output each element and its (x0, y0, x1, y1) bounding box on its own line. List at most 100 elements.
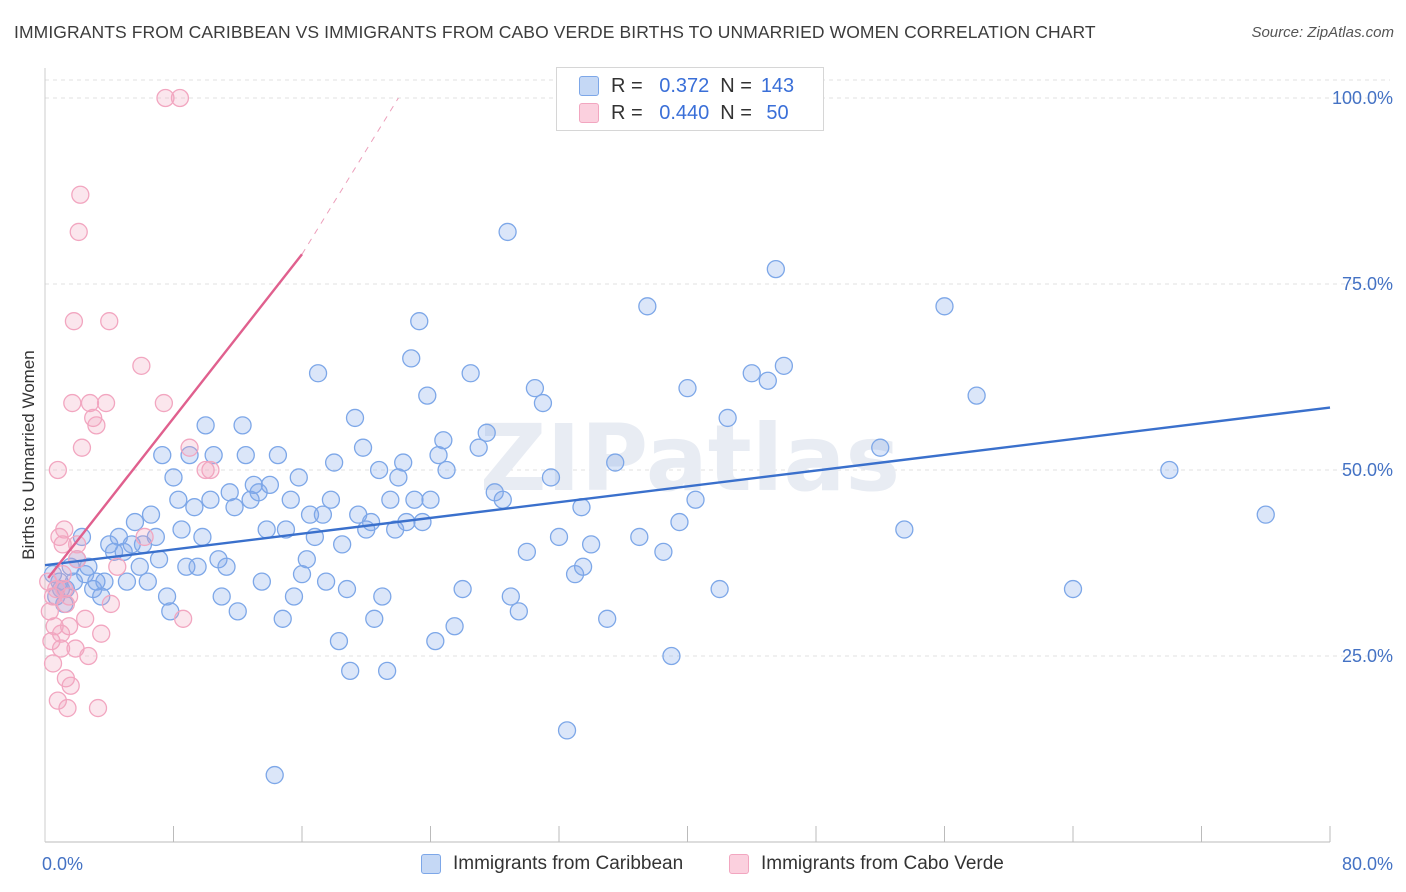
x-tick-label-max: 80.0% (1342, 854, 1393, 874)
data-point (501, 587, 520, 606)
data-point (236, 445, 255, 465)
x-tick-labels: 0.0% 80.0% (42, 854, 1393, 874)
data-point (141, 505, 161, 524)
data-point (381, 490, 400, 509)
data-point (69, 222, 88, 242)
data-point (300, 505, 320, 524)
data-point (201, 490, 220, 509)
data-point (196, 460, 215, 480)
data-point (410, 312, 429, 331)
data-point (53, 565, 72, 584)
data-point (196, 416, 215, 435)
data-point (72, 438, 92, 457)
data-point (434, 431, 453, 450)
data-point (61, 676, 80, 695)
data-point (517, 542, 537, 561)
series-caribbean-points (43, 222, 1275, 785)
data-point (402, 349, 421, 368)
data-point (252, 572, 271, 591)
legend-n-value: 143 (760, 74, 795, 97)
data-point (92, 587, 111, 606)
data-point (461, 364, 480, 383)
data-point (345, 408, 365, 428)
data-point (365, 609, 384, 628)
data-point (132, 356, 151, 375)
bottom-legend-label-caribbean: Immigrants from Caribbean (453, 853, 684, 874)
data-point (185, 498, 204, 517)
legend-row-cabo-verde: R = 0.440 N = 50 (579, 101, 798, 125)
data-point (638, 297, 657, 316)
data-point (42, 631, 61, 651)
data-point (758, 371, 777, 390)
data-point (281, 490, 300, 509)
data-point (333, 535, 352, 554)
data-point (164, 468, 183, 487)
data-point (79, 646, 98, 666)
data-point (59, 617, 79, 636)
axes (44, 68, 1331, 843)
series-cabo-verde-points (39, 88, 220, 718)
data-point (51, 639, 71, 658)
data-point (138, 572, 157, 591)
data-point (225, 498, 244, 517)
data-point (509, 602, 528, 621)
data-point (557, 721, 577, 740)
data-point (581, 535, 601, 554)
data-point (265, 765, 284, 785)
data-point (394, 453, 413, 472)
y-tick-label: 50.0% (1342, 460, 1393, 480)
trend-line-extension-1 (301, 97, 399, 255)
data-point (742, 364, 761, 383)
data-point (117, 572, 137, 591)
data-point (871, 438, 890, 457)
data-point (55, 520, 74, 539)
data-point (67, 535, 87, 554)
data-point (426, 631, 445, 651)
data-point (45, 617, 64, 636)
data-point (766, 259, 785, 279)
data-point (469, 438, 488, 457)
data-point (71, 185, 90, 204)
data-point (193, 527, 212, 547)
data-point (100, 312, 119, 331)
data-point (260, 475, 280, 495)
data-point (654, 542, 673, 561)
data-point (630, 527, 649, 547)
data-point (373, 587, 392, 606)
data-point (337, 579, 357, 599)
data-point (353, 438, 373, 457)
data-point (541, 468, 561, 487)
data-point (257, 520, 276, 539)
stats-legend: R = 0.372 N = 143 R = 0.440 N = 50 (556, 67, 824, 131)
data-point (130, 557, 149, 576)
data-point (525, 379, 545, 398)
data-point (169, 490, 188, 509)
data-point (418, 386, 437, 405)
legend-r-value: 0.372 (659, 74, 710, 97)
data-point (268, 445, 288, 465)
data-point (718, 408, 737, 428)
chart-title: IMMIGRANTS FROM CARIBBEAN VS IMMIGRANTS … (14, 22, 1096, 42)
data-point (289, 468, 308, 487)
data-point (321, 490, 341, 509)
data-point (453, 579, 472, 599)
data-point (180, 445, 199, 465)
data-point (172, 520, 191, 539)
data-point (316, 572, 336, 591)
data-point (606, 453, 625, 472)
data-point (204, 445, 223, 465)
data-point (64, 312, 84, 331)
data-point (180, 438, 199, 457)
data-point (678, 379, 697, 398)
data-point (308, 364, 328, 383)
data-point (80, 393, 100, 413)
grid-lines (45, 79, 1390, 657)
data-point (413, 512, 432, 532)
data-point (533, 393, 553, 413)
data-point (108, 557, 127, 576)
data-point (297, 550, 316, 569)
data-point (276, 520, 296, 539)
data-point (774, 356, 794, 375)
legend-swatch-cabo-verde (579, 103, 599, 123)
